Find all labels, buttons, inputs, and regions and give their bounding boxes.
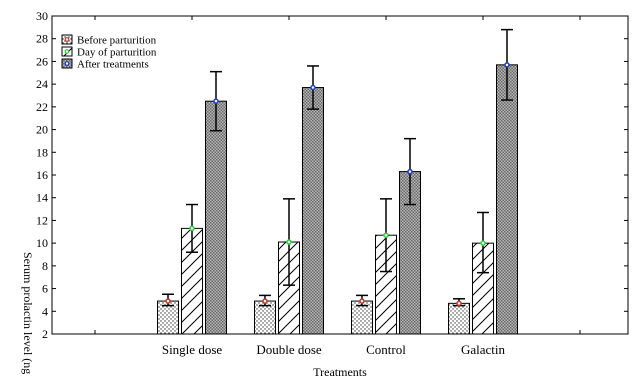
mean-marker [262, 298, 268, 304]
mean-marker [359, 298, 365, 304]
y-tick-label: 2 [42, 327, 48, 341]
y-tick-label: 14 [36, 191, 48, 205]
plot-area [51, 15, 629, 335]
bar-crosshatch [205, 100, 227, 335]
y-tick-label: 22 [36, 100, 48, 114]
legend-label: Before parturition [77, 35, 157, 47]
y-tick-label: 18 [36, 145, 48, 159]
y-tick-label: 10 [36, 236, 48, 250]
legend-label: After treatments [77, 59, 149, 71]
y-tick-label: 6 [42, 282, 48, 296]
mean-marker [189, 225, 195, 232]
y-tick-label: 28 [36, 32, 48, 46]
legend-marker [64, 61, 70, 66]
bar-crosshatch [302, 87, 324, 335]
y-tick-label: 8 [42, 259, 48, 273]
mean-marker [213, 98, 219, 104]
x-axis-ticks: Single dose Double dose Control Galactin [94, 16, 581, 357]
x-category-label: Single dose [162, 342, 223, 357]
mean-markers [165, 62, 510, 307]
x-category-label: Galactin [461, 342, 506, 357]
bar-dots [448, 302, 470, 335]
mean-marker [504, 62, 510, 68]
y-tick-label: 20 [36, 123, 48, 137]
mean-marker [286, 239, 292, 245]
y-tick-label: 24 [36, 77, 48, 91]
y-tick-label: 12 [36, 213, 48, 227]
mean-marker [480, 240, 486, 246]
mean-marker [383, 232, 389, 238]
x-category-label: Double dose [256, 342, 322, 357]
legend-label: Day of parturition [77, 47, 157, 59]
y-tick-label: 26 [36, 54, 48, 68]
bar-crosshatch [496, 64, 518, 335]
y-tick-label: 4 [42, 304, 48, 318]
y-tick-label: 30 [36, 9, 48, 23]
x-axis-title: Treatments [313, 365, 367, 379]
y-tick-label: 16 [36, 168, 48, 182]
legend-marker [64, 49, 70, 54]
x-category-label: Control [366, 342, 406, 357]
legend-marker [64, 37, 70, 42]
mean-marker [310, 84, 316, 91]
bars [157, 64, 518, 335]
mean-marker [456, 300, 462, 307]
mean-marker [165, 298, 171, 304]
mean-marker [407, 168, 413, 175]
y-axis-title: Serum prolactin level (ng [21, 252, 35, 374]
